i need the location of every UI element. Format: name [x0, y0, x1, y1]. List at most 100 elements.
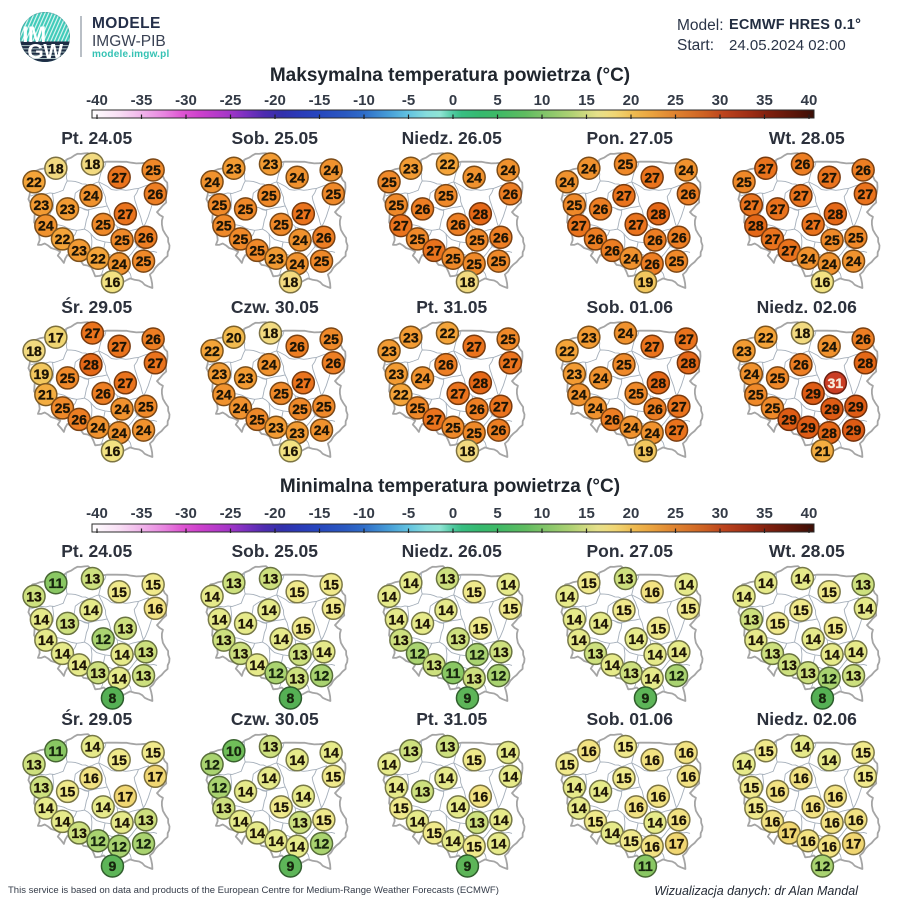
svg-text:-10: -10 [353, 92, 375, 109]
svg-text:26: 26 [855, 162, 871, 178]
svg-text:27: 27 [118, 375, 134, 391]
svg-text:27: 27 [628, 217, 644, 233]
svg-text:28: 28 [650, 375, 666, 391]
svg-text:-5: -5 [402, 92, 415, 109]
svg-text:18: 18 [262, 325, 278, 341]
svg-text:23: 23 [403, 329, 419, 345]
svg-text:24: 24 [323, 162, 339, 178]
svg-text:15: 15 [616, 602, 632, 618]
svg-text:13: 13 [781, 657, 797, 673]
svg-text:15: 15 [828, 620, 844, 636]
svg-text:16: 16 [650, 788, 666, 804]
svg-text:27: 27 [426, 243, 442, 259]
svg-text:14: 14 [566, 612, 582, 628]
svg-text:29: 29 [805, 386, 821, 402]
svg-text:13: 13 [440, 571, 456, 587]
svg-text:27: 27 [148, 355, 164, 371]
svg-text:26: 26 [148, 186, 164, 202]
svg-text:27: 27 [858, 186, 874, 202]
svg-text:15: 15 [680, 600, 696, 616]
svg-text:12: 12 [211, 780, 227, 796]
svg-text:15: 15 [466, 838, 482, 854]
svg-text:Śr. 29.05: Śr. 29.05 [61, 709, 132, 729]
svg-text:8: 8 [286, 690, 294, 706]
svg-text:14: 14 [237, 784, 253, 800]
svg-text:25: 25 [628, 386, 644, 402]
svg-text:16: 16 [644, 838, 660, 854]
svg-text:26: 26 [95, 386, 111, 402]
svg-text:27: 27 [671, 398, 687, 414]
svg-text:27: 27 [765, 231, 781, 247]
svg-text:14: 14 [55, 646, 71, 662]
svg-text:14: 14 [95, 799, 111, 815]
svg-text:Czw. 30.05: Czw. 30.05 [230, 297, 318, 317]
svg-text:-20: -20 [264, 92, 286, 109]
svg-text:Pt. 24.05: Pt. 24.05 [61, 128, 132, 148]
svg-text:23: 23 [268, 250, 284, 266]
svg-text:21: 21 [38, 387, 54, 403]
svg-text:25: 25 [469, 232, 485, 248]
svg-text:13: 13 [216, 800, 232, 816]
svg-text:-35: -35 [131, 505, 153, 522]
svg-text:26: 26 [647, 232, 663, 248]
svg-text:24: 24 [232, 400, 248, 416]
svg-text:18: 18 [460, 274, 476, 290]
svg-text:28: 28 [858, 355, 874, 371]
svg-text:23: 23 [211, 366, 227, 382]
svg-text:20: 20 [226, 329, 242, 345]
svg-text:27: 27 [295, 206, 311, 222]
svg-text:24: 24 [821, 338, 837, 354]
svg-text:27: 27 [450, 386, 466, 402]
svg-text:14: 14 [403, 575, 419, 591]
svg-text:13: 13 [744, 612, 760, 628]
svg-text:24: 24 [587, 400, 603, 416]
svg-text:13: 13 [800, 665, 816, 681]
svg-text:23: 23 [262, 156, 278, 172]
svg-text:14: 14 [647, 647, 663, 663]
svg-text:15: 15 [578, 92, 595, 109]
svg-text:27: 27 [85, 325, 101, 341]
svg-text:24: 24 [500, 162, 516, 178]
svg-text:25: 25 [667, 92, 684, 109]
svg-text:26: 26 [491, 422, 507, 438]
svg-text:0: 0 [449, 505, 457, 522]
svg-text:18: 18 [85, 156, 101, 172]
svg-text:25: 25 [616, 357, 632, 373]
svg-text:24: 24 [678, 162, 694, 178]
svg-text:14: 14 [592, 784, 608, 800]
svg-text:27: 27 [678, 331, 694, 347]
svg-text:17: 17 [846, 836, 862, 852]
svg-text:23: 23 [389, 366, 405, 382]
svg-text:15: 15 [617, 739, 633, 755]
svg-text:15: 15 [748, 800, 764, 816]
svg-text:Pon. 27.05: Pon. 27.05 [586, 541, 673, 561]
svg-text:15: 15 [623, 833, 639, 849]
svg-text:25: 25 [824, 232, 840, 248]
svg-text:19: 19 [637, 443, 653, 459]
svg-text:15: 15 [578, 505, 595, 522]
svg-text:15: 15 [325, 768, 341, 784]
svg-text:25: 25 [292, 401, 308, 417]
svg-text:24: 24 [114, 401, 130, 417]
svg-text:12: 12 [136, 836, 152, 852]
svg-text:13: 13 [403, 743, 419, 759]
svg-text:40: 40 [801, 505, 818, 522]
svg-text:18: 18 [26, 343, 42, 359]
svg-text:14: 14 [114, 647, 130, 663]
svg-text:14: 14 [261, 602, 277, 618]
svg-text:14: 14 [858, 600, 874, 616]
svg-text:27: 27 [781, 243, 797, 259]
svg-text:15: 15 [473, 620, 489, 636]
svg-text:14: 14 [795, 739, 811, 755]
svg-text:24: 24 [136, 422, 152, 438]
svg-text:16: 16 [644, 752, 660, 768]
svg-text:31: 31 [828, 375, 844, 391]
svg-text:13: 13 [426, 657, 442, 673]
svg-text:22: 22 [559, 343, 575, 359]
svg-text:14: 14 [381, 756, 397, 772]
svg-text:Śr. 29.05: Śr. 29.05 [61, 297, 132, 317]
svg-text:14: 14 [289, 752, 305, 768]
svg-text:35: 35 [756, 92, 773, 109]
svg-text:15: 15 [503, 600, 519, 616]
svg-text:24: 24 [83, 188, 99, 204]
